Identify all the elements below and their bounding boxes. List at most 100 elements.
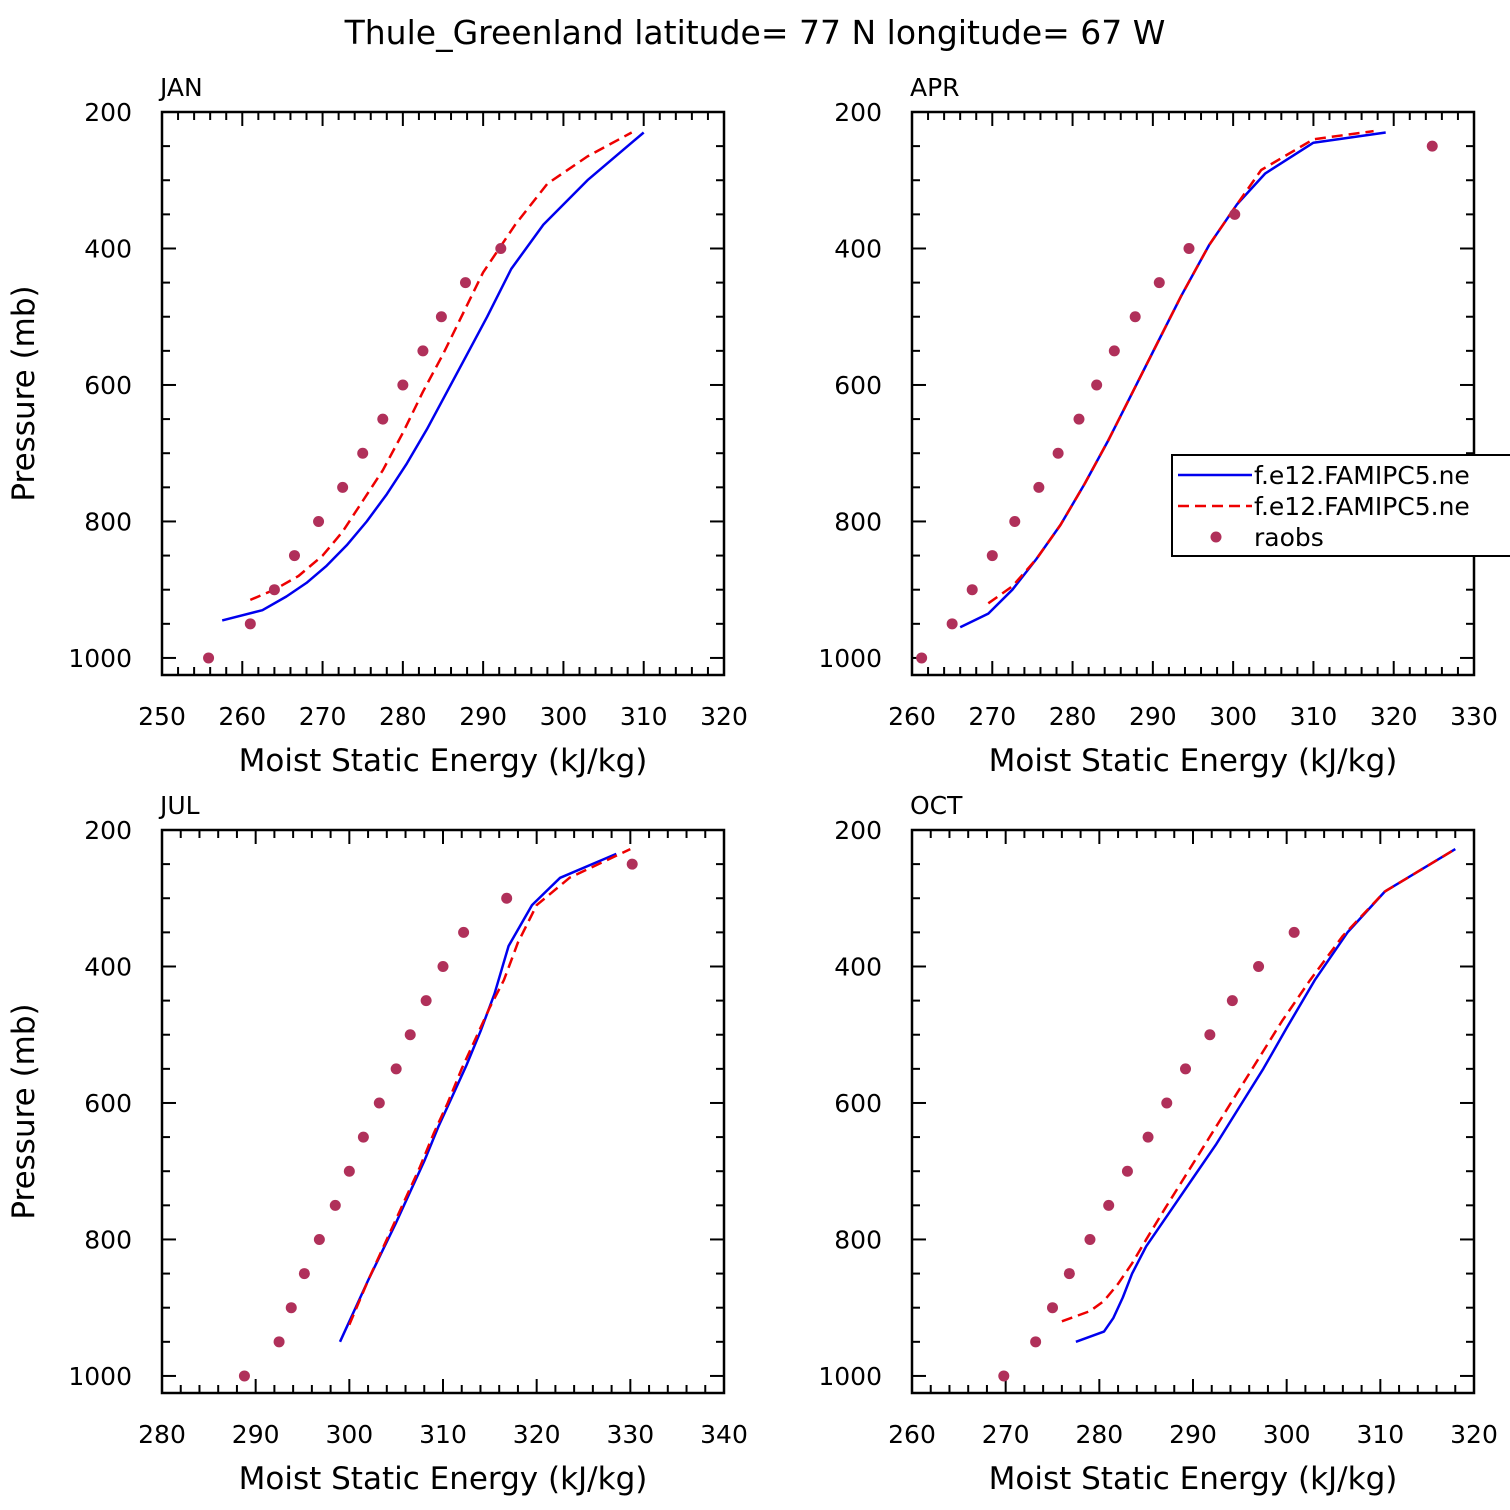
panel-jan: JAN 250 260 270 280 290 300 310 320 200 400 600 800 1… bbox=[6, 73, 748, 779]
raobs-point bbox=[343, 1165, 355, 1177]
plot-frame-oct bbox=[910, 828, 1476, 1395]
raobs-point bbox=[1229, 208, 1241, 220]
panel-title-jul: JUL bbox=[158, 791, 200, 820]
x-tick-label: 310 bbox=[620, 702, 668, 731]
raobs-point bbox=[501, 892, 513, 904]
panels: JAN 250 260 270 280 290 300 310 320 200 400 600 800 1… bbox=[6, 73, 1510, 1497]
legend-label: f.e12.FAMIPC5.ne bbox=[1254, 492, 1470, 521]
series-line-red-dashed bbox=[1061, 848, 1456, 1323]
raobs-point bbox=[268, 584, 280, 596]
raobs-point bbox=[417, 345, 429, 357]
raobs-point bbox=[313, 1233, 325, 1245]
x-axis-label: Moist Static Energy (kJ/kg) bbox=[239, 743, 648, 779]
raobs-point bbox=[1426, 140, 1438, 152]
raobs-point bbox=[1052, 447, 1064, 459]
series-group-oct bbox=[998, 848, 1456, 1382]
x-tick-label: 320 bbox=[1450, 1420, 1498, 1449]
raobs-point bbox=[1288, 926, 1300, 938]
raobs-point bbox=[1121, 1165, 1133, 1177]
raobs-point bbox=[1033, 481, 1045, 493]
raobs-point bbox=[397, 379, 409, 391]
raobs-point bbox=[1103, 1199, 1115, 1211]
y-tick-label: 600 bbox=[834, 371, 882, 400]
y-tick-label: 200 bbox=[834, 816, 882, 845]
x-axis-label: Moist Static Energy (kJ/kg) bbox=[239, 1461, 648, 1497]
raobs-point bbox=[946, 618, 958, 630]
raobs-point bbox=[1108, 345, 1120, 357]
raobs-point bbox=[626, 858, 638, 870]
series-line-blue-solid bbox=[1075, 848, 1456, 1343]
y-tick-label: 600 bbox=[84, 371, 132, 400]
series-line-blue-solid bbox=[338, 852, 617, 1343]
y-tick-label: 1000 bbox=[818, 644, 882, 673]
raobs-point bbox=[459, 277, 471, 289]
y-tick-label: 400 bbox=[834, 234, 882, 263]
x-tick-label: 300 bbox=[1263, 1420, 1311, 1449]
x-tick-label: 250 bbox=[138, 702, 186, 731]
x-tick-label: 320 bbox=[700, 702, 748, 731]
series-line-red-dashed bbox=[348, 847, 631, 1326]
x-tick-label: 300 bbox=[325, 1420, 373, 1449]
x-tick-label: 290 bbox=[459, 702, 507, 731]
raobs-point bbox=[966, 584, 978, 596]
y-tick-label: 800 bbox=[834, 1225, 882, 1254]
panel-jul: JUL 280 290 300 310 320 330 340 200 400 600 800 1000… bbox=[6, 791, 748, 1497]
x-tick-label: 260 bbox=[888, 1420, 936, 1449]
x-tick-label: 270 bbox=[968, 702, 1016, 731]
series-group-jan bbox=[203, 131, 645, 664]
x-tick-label: 310 bbox=[1356, 1420, 1404, 1449]
y-tick-label: 400 bbox=[834, 952, 882, 981]
y-axis-label: Pressure (mb) bbox=[6, 1003, 42, 1219]
panel-title-oct: OCT bbox=[910, 791, 963, 820]
raobs-point bbox=[404, 1029, 416, 1041]
raobs-point bbox=[998, 1370, 1010, 1382]
legend-label: f.e12.FAMIPC5.ne bbox=[1254, 461, 1470, 490]
raobs-point bbox=[1253, 960, 1265, 972]
y-tick-label: 600 bbox=[84, 1089, 132, 1118]
y-tick-label: 800 bbox=[834, 507, 882, 536]
panel-oct: OCT 260 270 280 290 300 310 320 200 400 600 800 1000… bbox=[818, 791, 1497, 1497]
raobs-point bbox=[337, 481, 349, 493]
y-tick-label: 600 bbox=[834, 1089, 882, 1118]
raobs-point bbox=[986, 550, 998, 562]
x-tick-label: 300 bbox=[1209, 702, 1257, 731]
series-line-red-dashed bbox=[249, 131, 633, 602]
raobs-point bbox=[285, 1302, 297, 1314]
raobs-point bbox=[437, 960, 449, 972]
series-group-apr bbox=[916, 129, 1438, 664]
x-tick-label: 340 bbox=[700, 1420, 748, 1449]
raobs-point bbox=[329, 1199, 341, 1211]
raobs-point bbox=[1183, 242, 1195, 254]
x-tick-label: 290 bbox=[232, 1420, 280, 1449]
raobs-point bbox=[1030, 1336, 1042, 1348]
raobs-point bbox=[1091, 379, 1103, 391]
y-tick-label: 200 bbox=[84, 98, 132, 127]
panel-title-apr: APR bbox=[910, 73, 960, 102]
x-tick-label: 260 bbox=[888, 702, 936, 731]
x-tick-label: 270 bbox=[982, 1420, 1030, 1449]
raobs-point bbox=[495, 242, 507, 254]
x-axis-label: Moist Static Energy (kJ/kg) bbox=[989, 1461, 1398, 1497]
raobs-point bbox=[203, 652, 215, 664]
plot-frame-apr bbox=[910, 110, 1476, 677]
x-tick-label: 280 bbox=[379, 702, 427, 731]
raobs-point bbox=[1226, 995, 1238, 1007]
y-axis-label: Pressure (mb) bbox=[6, 285, 42, 501]
panel-title-jan: JAN bbox=[158, 73, 203, 102]
raobs-point bbox=[1180, 1063, 1192, 1075]
raobs-point bbox=[916, 652, 928, 664]
y-tick-label: 200 bbox=[84, 816, 132, 845]
raobs-point bbox=[357, 447, 369, 459]
plot-frame-jan bbox=[160, 110, 726, 677]
plot-frame-jul bbox=[160, 828, 726, 1395]
y-tick-label: 200 bbox=[834, 98, 882, 127]
series-group-jul bbox=[238, 847, 638, 1382]
raobs-point bbox=[298, 1268, 310, 1280]
x-tick-label: 290 bbox=[1169, 1420, 1217, 1449]
legend-label: raobs bbox=[1254, 523, 1324, 552]
y-tick-label: 800 bbox=[84, 1225, 132, 1254]
y-tick-label: 400 bbox=[84, 234, 132, 263]
x-tick-label: 330 bbox=[1450, 702, 1498, 731]
x-tick-label: 310 bbox=[419, 1420, 467, 1449]
